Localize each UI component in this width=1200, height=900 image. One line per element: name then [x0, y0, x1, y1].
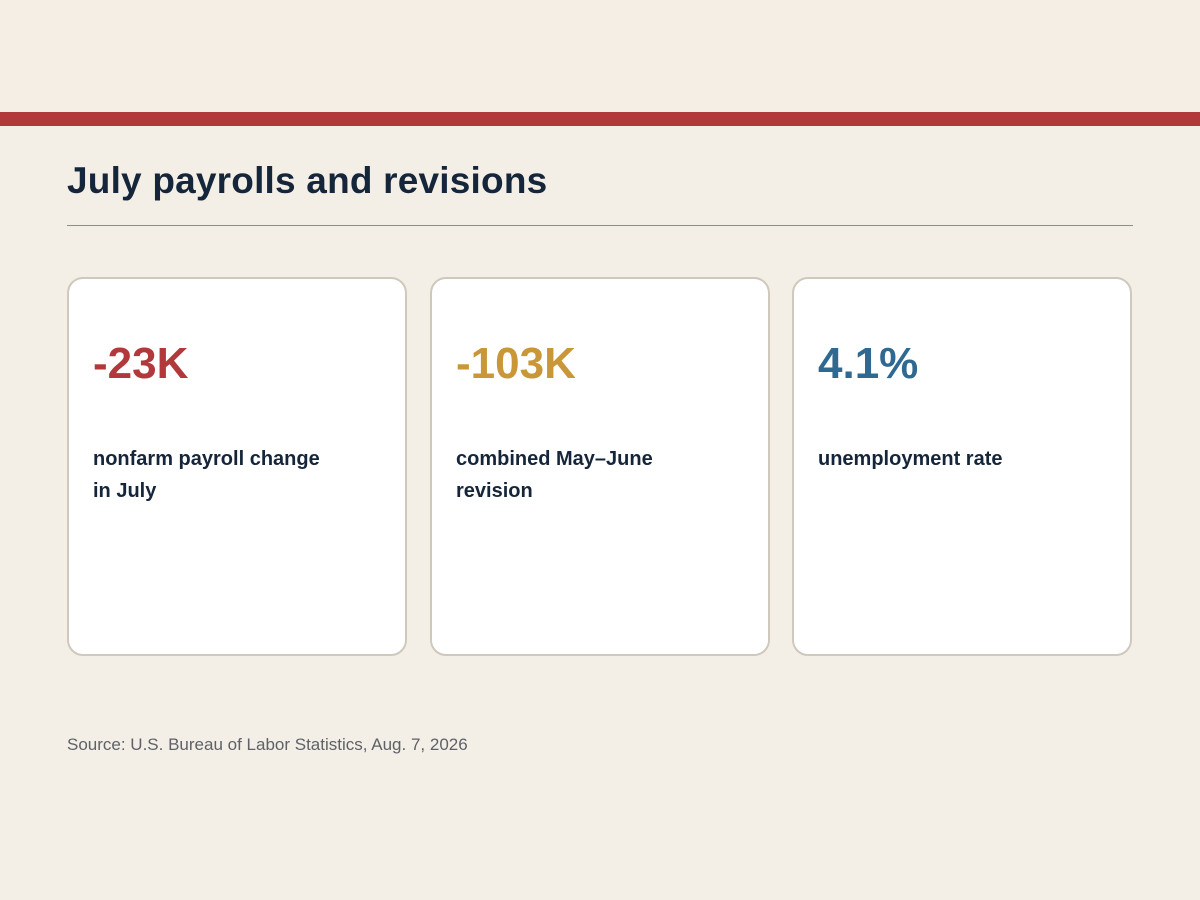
stat-card-payroll-change: -23K nonfarm payroll change in July [67, 277, 407, 656]
source-note: Source: U.S. Bureau of Labor Statistics,… [67, 735, 468, 754]
stat-label-payroll-change: nonfarm payroll change in July [93, 448, 320, 502]
top-band [0, 0, 1200, 112]
stat-card-unemployment: 4.1% unemployment rate [792, 277, 1132, 656]
stat-value-unemployment: 4.1% [818, 339, 919, 388]
stat-card-revision: -103K combined May–June revision [430, 277, 770, 656]
title-divider [67, 225, 1133, 226]
stat-value-revision: -103K [456, 339, 576, 388]
stat-label-unemployment: unemployment rate [818, 448, 1003, 470]
stat-value-payroll-change: -23K [93, 339, 189, 388]
accent-bar [0, 112, 1200, 126]
page-title: July payrolls and revisions [67, 160, 548, 201]
stat-label-revision: combined May–June revision [456, 448, 653, 502]
